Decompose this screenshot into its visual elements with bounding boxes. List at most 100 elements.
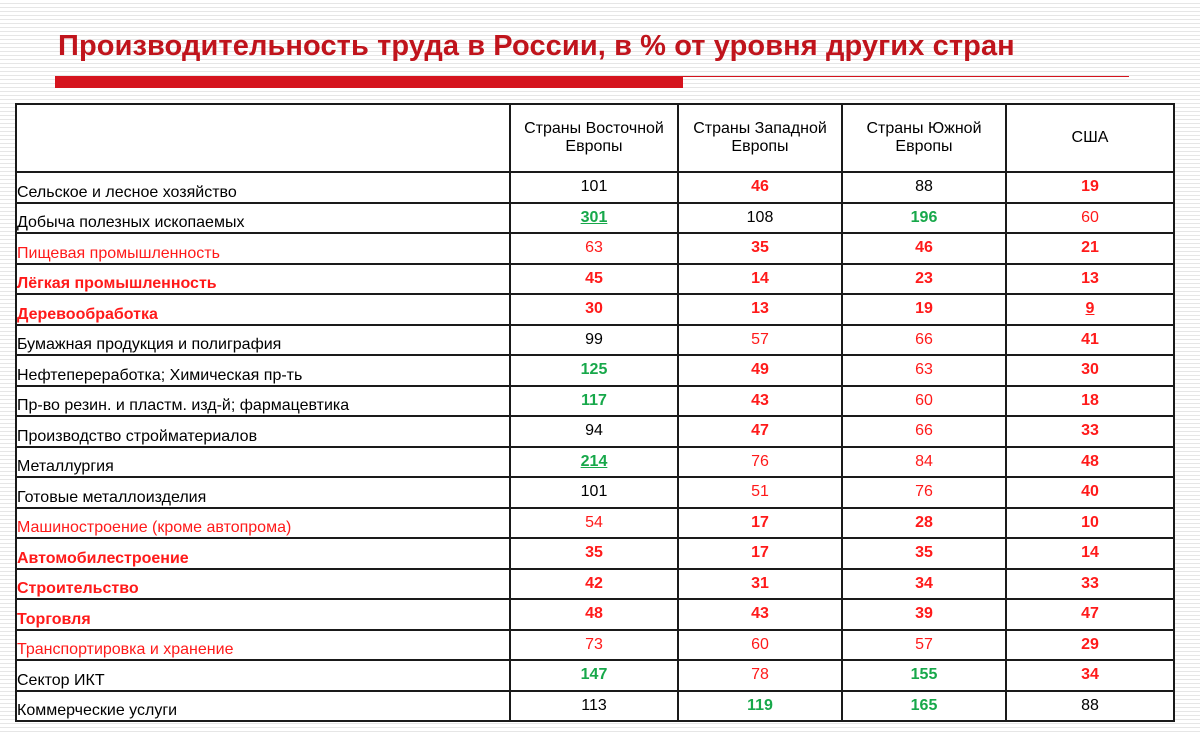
value-text: 101 (580, 483, 608, 501)
value-text: 46 (915, 239, 933, 257)
value-text: 51 (751, 483, 769, 501)
value-cell: 99 (509, 323, 679, 356)
value-cell: 76 (677, 445, 843, 478)
row-label: Бумажная продукция и полиграфия (15, 323, 511, 356)
value-text: 76 (751, 452, 769, 470)
value-text: 57 (751, 330, 769, 348)
table-row: Сельское и лесное хозяйство 101 46 88 19 (15, 171, 1175, 204)
value-cell: 48 (1005, 445, 1175, 478)
value-text: 155 (910, 666, 938, 684)
value-cell: 47 (677, 415, 843, 448)
value-cell: 84 (841, 445, 1007, 478)
value-cell: 113 (509, 689, 679, 722)
value-text: 88 (1081, 696, 1099, 714)
value-cell: 40 (1005, 476, 1175, 509)
title-underline-line (683, 76, 1129, 77)
value-cell: 73 (509, 628, 679, 661)
row-label: Коммерческие услуги (15, 689, 511, 722)
value-cell: 10 (1005, 506, 1175, 539)
row-label: Производство стройматериалов (15, 415, 511, 448)
value-text: 47 (1081, 605, 1099, 623)
value-text: 99 (585, 330, 603, 348)
row-label: Транспортировка и хранение (15, 628, 511, 661)
value-text: 196 (910, 208, 938, 226)
value-cell: 49 (677, 354, 843, 387)
value-cell: 41 (1005, 323, 1175, 356)
value-cell: 76 (841, 476, 1007, 509)
value-cell: 17 (677, 537, 843, 570)
value-cell: 13 (1005, 262, 1175, 295)
value-cell: 43 (677, 384, 843, 417)
value-cell: 46 (677, 171, 843, 204)
value-cell: 34 (841, 567, 1007, 600)
title-underline-bar (55, 76, 683, 88)
value-cell: 33 (1005, 567, 1175, 600)
value-text: 35 (751, 239, 769, 257)
row-label: Готовые металлоизделия (15, 476, 511, 509)
table-row: Бумажная продукция и полиграфия 99 57 66 41 (15, 323, 1175, 356)
row-label: Нефтепереработка; Химическая пр-ть (15, 354, 511, 387)
value-cell: 14 (1005, 537, 1175, 570)
value-cell: 47 (1005, 598, 1175, 631)
value-cell: 21 (1005, 232, 1175, 265)
row-label: Металлургия (15, 445, 511, 478)
table-body: Сельское и лесное хозяйство 101 46 88 19 Добы… (15, 171, 1175, 722)
row-label: Добыча полезных ископаемых (15, 201, 511, 234)
value-cell: 23 (841, 262, 1007, 295)
column-header: США (1005, 103, 1175, 173)
value-cell: 196 (841, 201, 1007, 234)
value-text: 19 (915, 300, 933, 318)
value-cell: 35 (677, 232, 843, 265)
value-text: 13 (1081, 269, 1099, 287)
row-label: Деревообработка (15, 293, 511, 326)
value-text: 125 (580, 361, 608, 379)
productivity-table: Страны Восточной Европы Страны Западной … (15, 103, 1175, 722)
value-text: 28 (915, 513, 933, 531)
table-row: Строительство 42 31 34 33 (15, 567, 1175, 600)
value-text: 42 (585, 574, 603, 592)
value-cell: 19 (841, 293, 1007, 326)
value-text: 76 (915, 483, 933, 501)
value-cell: 66 (841, 323, 1007, 356)
value-text: 34 (915, 574, 933, 592)
row-label: Лёгкая промышленность (15, 262, 511, 295)
value-cell: 88 (841, 171, 1007, 204)
value-cell: 42 (509, 567, 679, 600)
value-cell: 18 (1005, 384, 1175, 417)
value-text: 78 (751, 666, 769, 684)
value-cell: 147 (509, 659, 679, 692)
value-text: 29 (1081, 635, 1099, 653)
value-text: 43 (751, 605, 769, 623)
value-cell: 101 (509, 171, 679, 204)
value-cell: 28 (841, 506, 1007, 539)
value-cell: 63 (509, 232, 679, 265)
value-cell: 214 (509, 445, 679, 478)
value-text: 17 (751, 513, 769, 531)
value-cell: 19 (1005, 171, 1175, 204)
value-text: 31 (751, 574, 769, 592)
row-label: Автомобилестроение (15, 537, 511, 570)
table-row: Деревообработка 30 13 19 9 (15, 293, 1175, 326)
value-text: 34 (1081, 666, 1099, 684)
value-text: 94 (585, 422, 603, 440)
value-text: 46 (751, 178, 769, 196)
value-cell: 63 (841, 354, 1007, 387)
value-cell: 39 (841, 598, 1007, 631)
value-cell: 30 (509, 293, 679, 326)
column-header: Страны Западной Европы (677, 103, 843, 173)
value-text: 214 (580, 452, 608, 470)
value-cell: 94 (509, 415, 679, 448)
table-row: Нефтепереработка; Химическая пр-ть 125 49 6… (15, 354, 1175, 387)
value-text: 60 (751, 635, 769, 653)
value-text: 63 (585, 239, 603, 257)
value-cell: 119 (677, 689, 843, 722)
table-row: Металлургия 214 76 84 48 (15, 445, 1175, 478)
value-text: 147 (580, 666, 608, 684)
value-text: 9 (1085, 300, 1095, 318)
value-cell: 60 (677, 628, 843, 661)
value-text: 63 (915, 361, 933, 379)
value-text: 43 (751, 391, 769, 409)
value-text: 49 (751, 361, 769, 379)
header-empty-cell (15, 103, 511, 173)
value-text: 60 (915, 391, 933, 409)
